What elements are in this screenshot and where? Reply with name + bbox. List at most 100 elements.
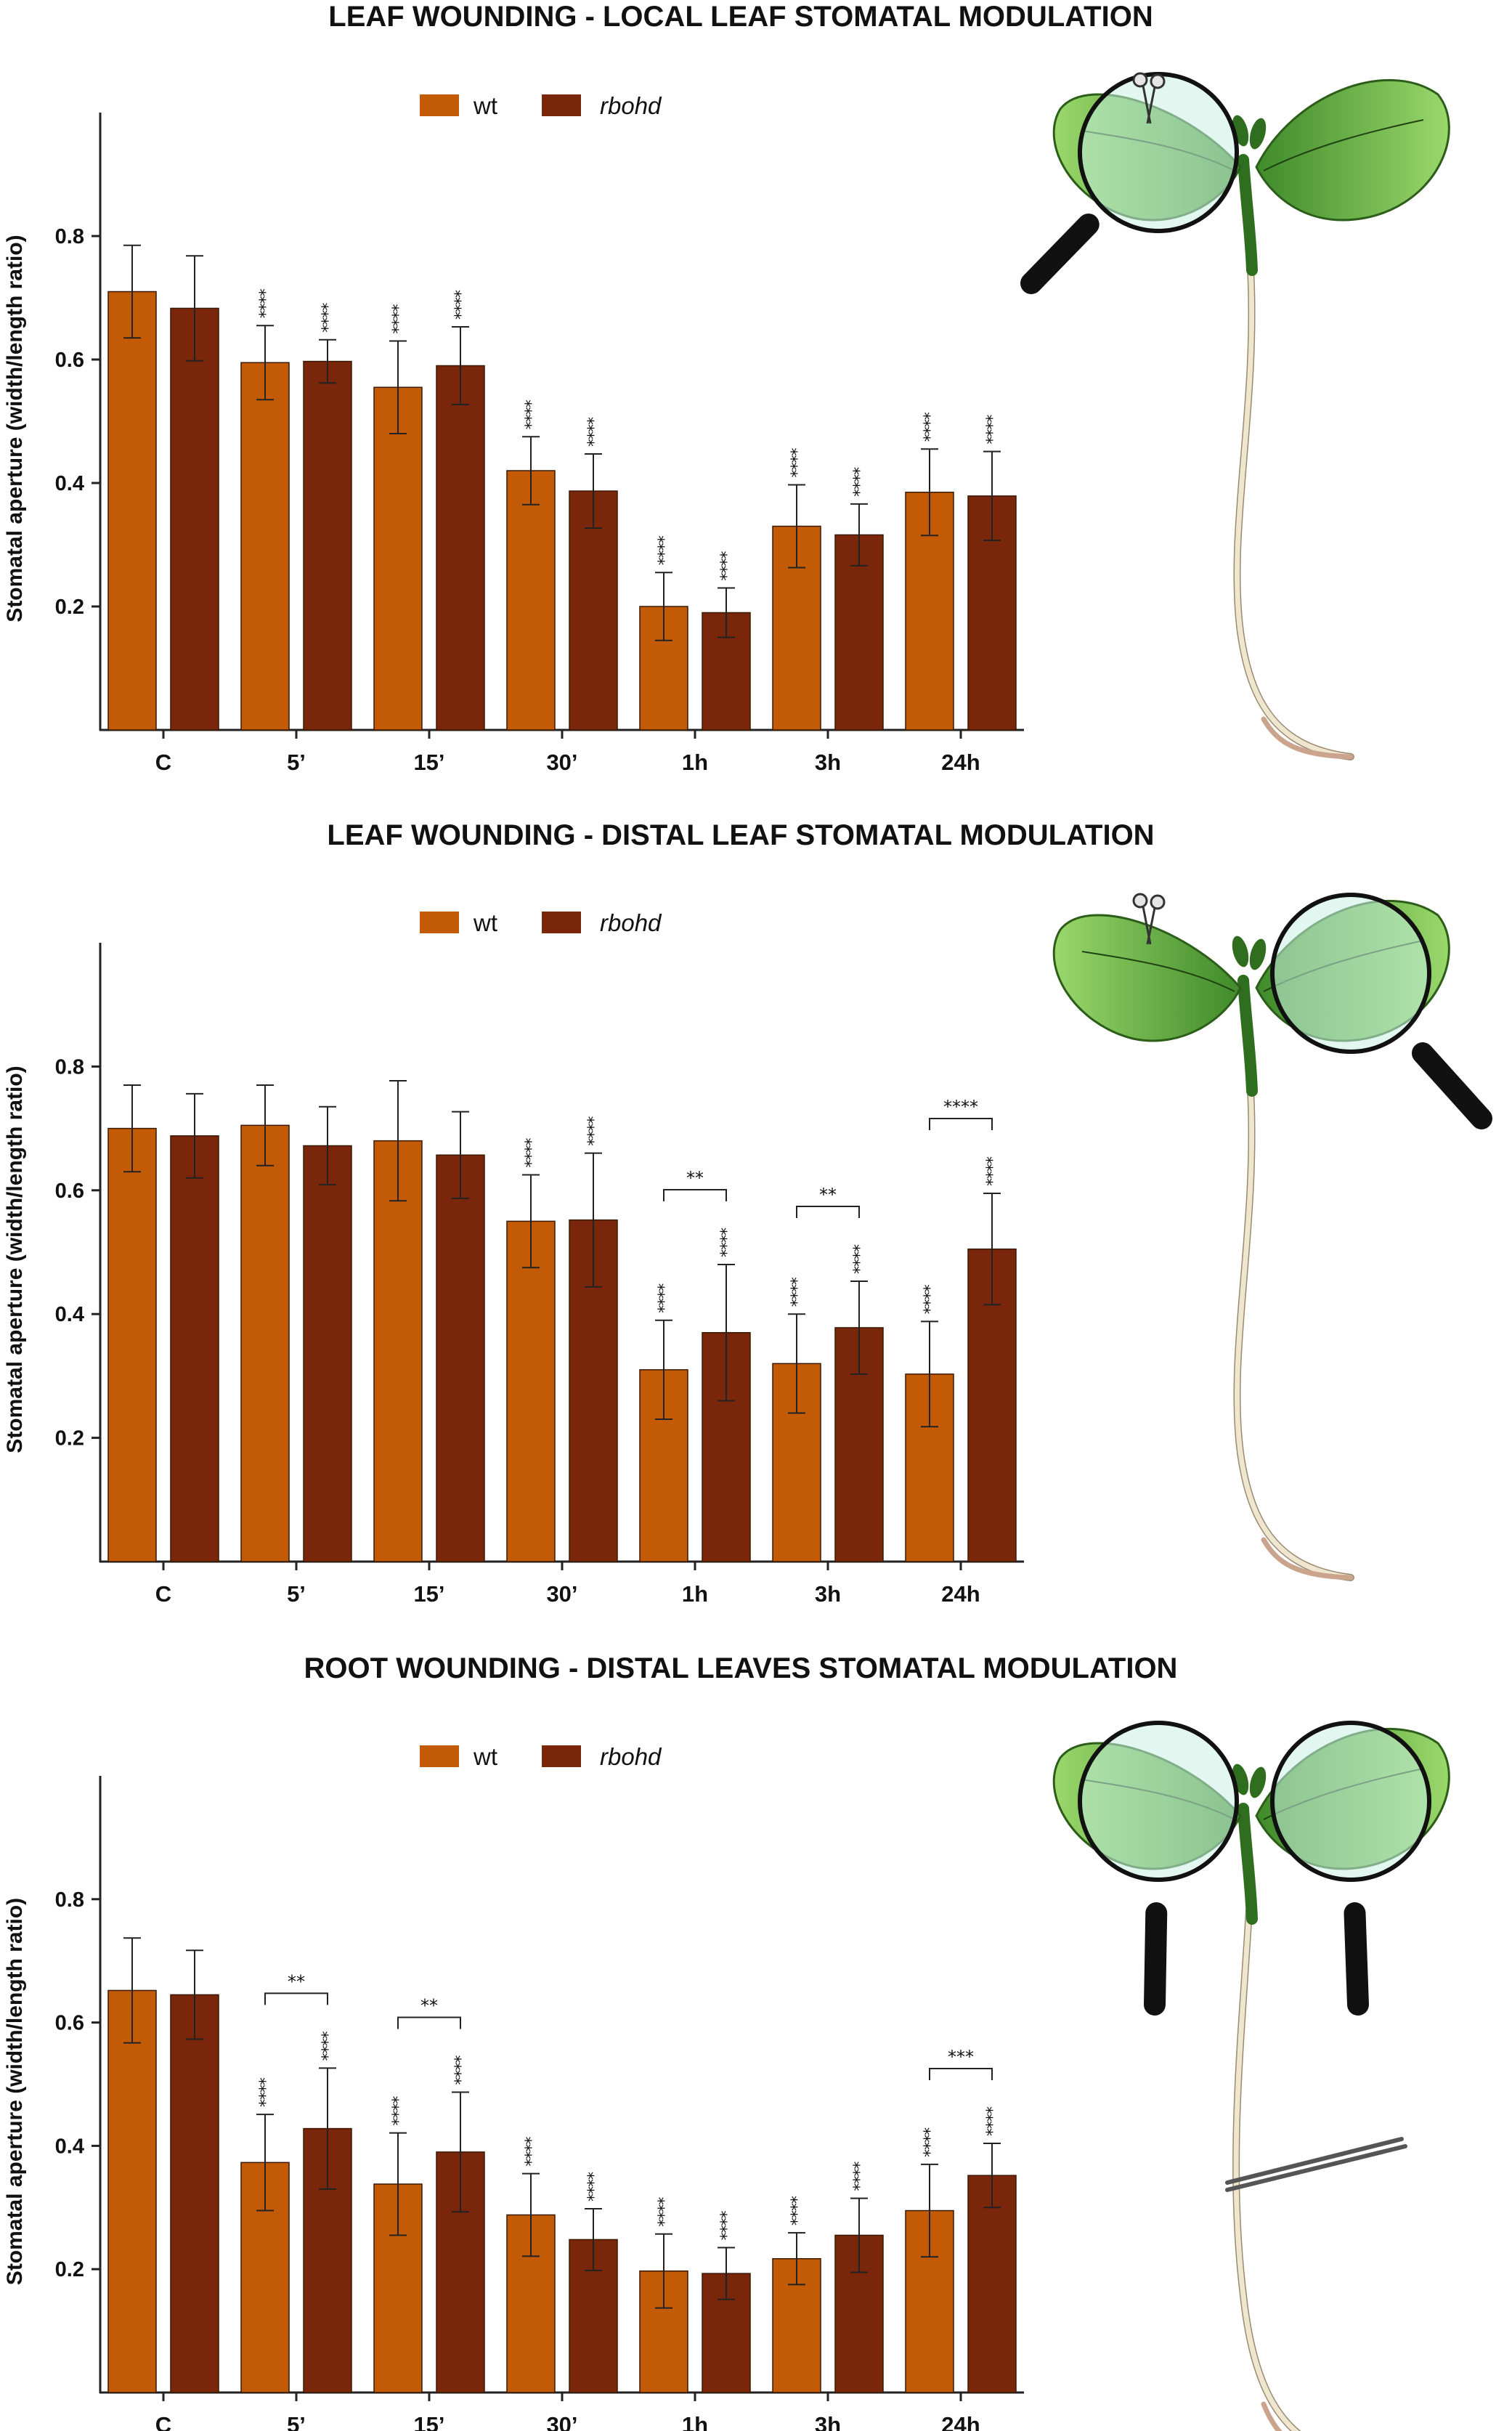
error-bar-rbohd-2 (452, 1111, 469, 1199)
true-leaf (1249, 1766, 1267, 1798)
magnifier-handle (1344, 1902, 1369, 2016)
y-tick-label: 0.2 (55, 2258, 84, 2281)
root-tip (1261, 716, 1354, 760)
error-bar-wt-5 (788, 2232, 805, 2286)
error-bar-rbohd-2 (452, 325, 469, 406)
hypocotyl (1237, 154, 1258, 276)
magnifier-icon-right (1270, 1721, 1431, 2016)
bar-rbohd-1 (303, 360, 352, 731)
bracket-line (796, 1206, 860, 1219)
legend-swatch-rbohd (542, 1745, 581, 1767)
error-bar-wt-6 (921, 1320, 938, 1428)
error-bar-wt-4 (655, 1319, 672, 1421)
error-bar-wt-1 (256, 1084, 274, 1166)
bar-wt-2 (373, 1140, 423, 1562)
x-category-label: C (155, 750, 171, 775)
significance-marker-rbohd-5: **** (851, 467, 869, 497)
root (1234, 266, 1354, 760)
significance-marker-wt-6: **** (922, 1284, 940, 1314)
magnifier-handle (1020, 214, 1100, 294)
magnifier-lens (1078, 1721, 1239, 1882)
legend-label-rbohd: rbohd (600, 92, 662, 119)
bracket-line (397, 2016, 461, 2029)
significance-marker-rbohd-2: **** (452, 2055, 471, 2085)
cotyledon-left (1052, 914, 1242, 1042)
bar-rbohd-3 (569, 490, 618, 731)
y-tick-label: 0.2 (55, 1427, 84, 1450)
bar-wt-3 (506, 1220, 556, 1562)
error-bar-wt-2 (389, 1079, 407, 1202)
true-leaf (1249, 938, 1267, 970)
comparison-bracket-6 (929, 2068, 993, 2080)
significance-marker-rbohd-4: **** (718, 2210, 736, 2240)
y-tick-label: 0.4 (55, 472, 84, 495)
forceps-arms (1225, 2137, 1407, 2192)
bar-wt-1 (240, 1124, 290, 1562)
leaf-vein (1263, 119, 1424, 171)
bracket-line (929, 2068, 993, 2080)
magnifier-lens (1270, 1721, 1431, 1882)
magnifier-lens (1270, 893, 1431, 1054)
x-category-label: 30’ (546, 750, 577, 775)
significance-marker-rbohd-4: **** (718, 551, 736, 581)
significance-marker-wt-2: **** (390, 2096, 408, 2126)
significance-marker-rbohd-5: **** (851, 2162, 869, 2191)
significance-marker-wt-3: **** (523, 1138, 541, 1168)
legend: wt rbohd (420, 92, 662, 119)
y-tick-label: 0.4 (55, 1303, 84, 1326)
x-category-label: 5’ (287, 2412, 306, 2431)
x-category-label: 3h (815, 1581, 841, 1607)
bar-rbohd-6 (967, 2175, 1017, 2393)
error-bar-rbohd-2 (452, 2091, 469, 2213)
true-leaf (1232, 936, 1249, 967)
x-category-label: 24h (941, 2412, 980, 2431)
y-axis-label: Stomatal aperture (width/length ratio) (3, 1898, 27, 2285)
significance-marker-rbohd-3: **** (585, 2172, 603, 2201)
legend: wt rbohd (420, 1743, 662, 1770)
legend-label-rbohd: rbohd (600, 909, 662, 936)
error-bar-rbohd-5 (850, 1281, 868, 1375)
legend-swatch-wt (420, 1745, 459, 1767)
magnifier-icon-left (1078, 1721, 1239, 2016)
bar-rbohd-2 (436, 365, 485, 731)
y-tick-label: 0.4 (55, 2135, 84, 2158)
comparison-bracket-2 (397, 2016, 461, 2029)
significance-marker-rbohd-1: **** (320, 303, 338, 333)
significance-marker-wt-3: **** (523, 2137, 541, 2167)
significance-marker-wt-6: **** (922, 412, 940, 442)
hypocotyl (1237, 975, 1258, 1097)
comparison-bracket-4 (663, 1189, 727, 1202)
true-leaf (1249, 118, 1267, 150)
error-bar-wt-3 (522, 436, 540, 506)
significance-marker-wt-4: **** (656, 535, 674, 565)
comparison-bracket-6 (929, 1118, 993, 1131)
comparison-label-4: ** (686, 1168, 704, 1188)
x-category-label: 5’ (287, 750, 306, 775)
error-bar-wt-4 (655, 572, 672, 641)
bracket-line (264, 1992, 328, 2005)
wound-marks (1207, 2156, 1226, 2173)
significance-marker-wt-4: **** (656, 1283, 674, 1313)
x-category-label: 15’ (413, 2412, 444, 2431)
y-tick-label: 0.8 (55, 1055, 84, 1079)
bracket-line (929, 1118, 993, 1131)
error-bar-wt-0 (123, 1084, 141, 1173)
forceps-icon (1225, 2137, 1407, 2192)
chart-title: LEAF WOUNDING - LOCAL LEAF STOMATAL MODU… (328, 1, 1153, 33)
scissors-ring (1132, 893, 1148, 909)
x-category-label: 24h (941, 1581, 980, 1607)
chart-panel-3: ROOT WOUNDING - DISTAL LEAVES STOMATAL M… (3, 1652, 1450, 2431)
significance-marker-rbohd-3: **** (585, 1116, 603, 1146)
bar-wt-1 (240, 362, 290, 731)
magnifier-icon (1270, 893, 1492, 1129)
scissors-ring (1132, 72, 1148, 88)
error-bar-rbohd-1 (319, 2067, 336, 2190)
x-category-label: C (155, 1581, 171, 1607)
bar-rbohd-0 (170, 1135, 219, 1562)
seedling-illustration (1052, 1721, 1450, 2431)
legend-label-wt: wt (473, 1743, 497, 1770)
root-tip (1261, 1537, 1354, 1580)
significance-marker-rbohd-6: **** (984, 1156, 1002, 1186)
error-bar-rbohd-3 (585, 1152, 602, 1288)
magnifier-icon (1020, 72, 1239, 294)
